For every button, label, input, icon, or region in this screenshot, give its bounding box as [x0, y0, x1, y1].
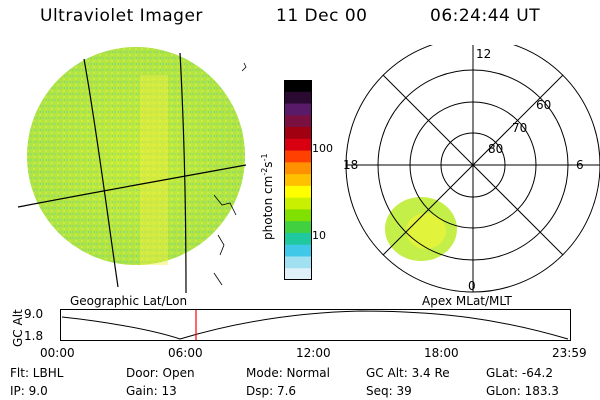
colorbar-segment — [284, 174, 312, 187]
colorbar-segment — [284, 232, 312, 246]
mlt-label-0: 0 — [468, 279, 476, 293]
lat-label-70: 70 — [512, 121, 527, 135]
alt-ytick-9: 9.0 — [24, 307, 44, 321]
seq-info: Seq: 39 — [366, 384, 412, 398]
colorbar-segment — [284, 162, 312, 175]
gain-info: Gain: 13 — [126, 384, 177, 398]
mlt-label-12: 12 — [476, 47, 491, 61]
colorbar-segment — [284, 185, 312, 199]
colorbar-segment — [284, 91, 312, 105]
geographic-label: Geographic Lat/Lon — [70, 294, 188, 308]
glon-info: GLon: 183.3 — [486, 384, 559, 398]
mlt-label-6: 6 — [576, 158, 584, 172]
alt-xtick-2: 12:00 — [296, 346, 331, 360]
mlt-label-18: 18 — [343, 158, 358, 172]
colorbar-tick-10: 10 — [312, 229, 326, 242]
gc-alt-info: GC Alt: 3.4 Re — [366, 366, 450, 380]
emission-band — [140, 75, 168, 265]
dsp-info: Dsp: 7.6 — [246, 384, 297, 398]
alt-ytick-1: 1.8 — [24, 329, 44, 343]
ip-info: IP: 9.0 — [10, 384, 48, 398]
apex-label: Apex MLat/MLT — [422, 294, 512, 308]
time-label: 06:24:44 UT — [430, 6, 541, 26]
filter-info: Flt: LBHL — [10, 366, 64, 380]
glat-info: GLat: -64.2 — [486, 366, 553, 380]
colorbar-unit: photon cm-2s-1 — [260, 153, 275, 240]
longitude-line — [179, 52, 187, 294]
alt-xtick-0: 00:00 — [40, 346, 75, 360]
colorbar-segment — [284, 268, 312, 280]
door-info: Door: Open — [126, 366, 195, 380]
polar-plot: 12 18 6 0 60 70 80 — [343, 45, 600, 293]
alt-xtick-3: 18:00 — [424, 346, 459, 360]
lat-label-80: 80 — [488, 142, 503, 156]
colorbar-segment — [284, 115, 312, 128]
colorbar-tick-100: 100 — [312, 142, 333, 155]
mode-info: Mode: Normal — [246, 366, 330, 380]
colorbar-segment — [284, 127, 312, 140]
colorbar-segment — [284, 221, 312, 234]
lat-label-60: 60 — [536, 98, 551, 112]
colorbar-segment — [284, 80, 312, 93]
longitude-line — [83, 58, 119, 288]
colorbar-segment — [284, 256, 312, 269]
instrument-title: Ultraviolet Imager — [40, 6, 203, 26]
altitude-curve — [61, 310, 569, 340]
colorbar — [284, 80, 312, 280]
colorbar-segment — [284, 150, 312, 163]
colorbar-segment — [284, 197, 312, 210]
latitude-line — [17, 164, 247, 208]
colorbar-segment — [284, 209, 312, 222]
coastline — [213, 194, 237, 286]
colorbar-segment — [284, 103, 312, 116]
geographic-image — [17, 47, 247, 294]
altitude-plot — [60, 309, 571, 341]
alt-xtick-1: 06:00 — [168, 346, 203, 360]
colorbar-segment — [284, 244, 312, 257]
date-label: 11 Dec 00 — [276, 6, 368, 26]
alt-ylabel: GC Alt — [11, 309, 25, 347]
colorbar-segment — [284, 138, 312, 152]
alt-xtick-4: 23:59 — [552, 346, 587, 360]
